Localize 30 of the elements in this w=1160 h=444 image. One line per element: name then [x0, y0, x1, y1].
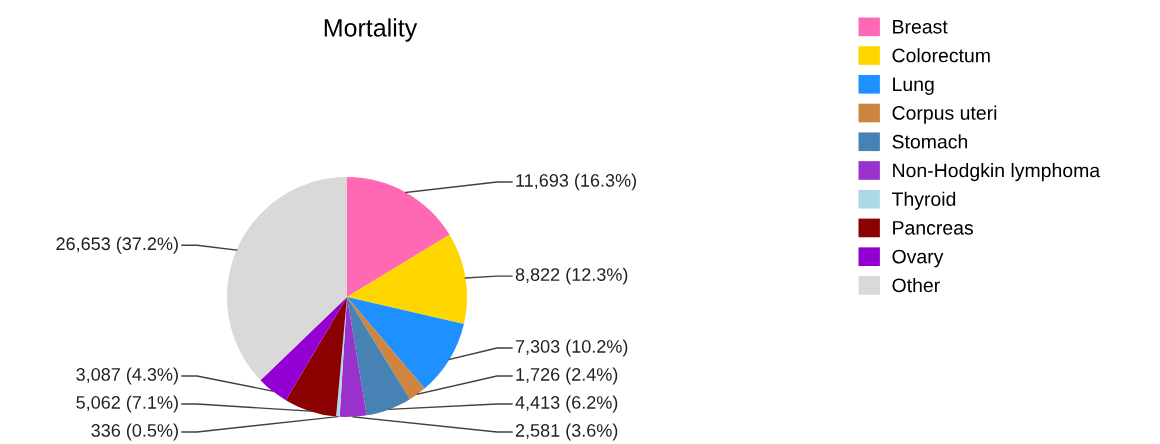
legend-label: Stomach	[892, 134, 968, 149]
pie-slice	[347, 177, 450, 297]
pie-slice	[347, 234, 467, 325]
legend-label: Non-Hodgkin lymphoma	[893, 163, 1101, 182]
pie-slice	[260, 297, 347, 401]
chart-title: Mortality	[324, 18, 418, 42]
pie-slice	[347, 297, 464, 389]
data-label: 336 (0.5%)	[91, 423, 178, 441]
data-label: 3,087 (4.3%)	[76, 367, 178, 385]
legend-label: Pancreas	[893, 221, 973, 235]
data-label: 8,822 (12.3%)	[515, 267, 628, 285]
legend-label: Breast	[893, 20, 948, 34]
legend-label: Lung	[893, 77, 934, 95]
pie-slice	[347, 297, 410, 416]
data-label: 2,581 (3.6%)	[515, 423, 618, 441]
data-label: 1,726 (2.4%)	[516, 367, 618, 385]
data-label: 11,693 (16.3%)	[516, 173, 637, 191]
pie-slice	[227, 177, 347, 381]
legend-label: Thyroid	[891, 191, 956, 210]
pie-slice	[339, 297, 367, 417]
data-label: 4,413 (6.2%)	[515, 395, 618, 413]
data-label: 5,062 (7.1%)	[76, 395, 178, 413]
legend-label: Ovary	[892, 249, 944, 268]
pie-slice	[347, 297, 425, 400]
legend-label: Colorectum	[892, 48, 990, 63]
legend-label: Other	[892, 277, 940, 293]
legend-label: Corpus uteri	[892, 105, 997, 124]
data-label: 7,303 (10.2%)	[515, 339, 628, 357]
data-label: 26,653 (37.2%)	[56, 236, 178, 254]
pie-slice	[285, 297, 347, 417]
